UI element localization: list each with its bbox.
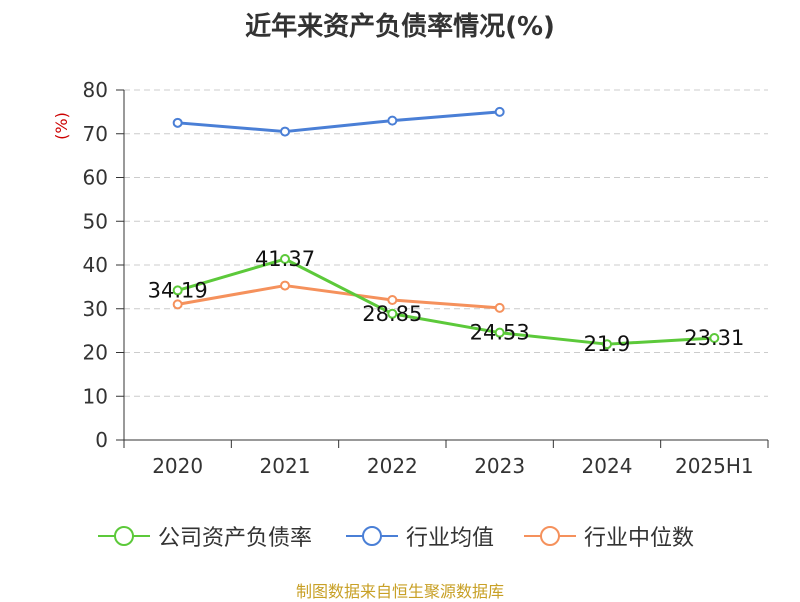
data-label: 23.31 xyxy=(684,326,744,350)
source-note: 制图数据来自恒生聚源数据库 xyxy=(295,582,504,601)
y-tick-label: 40 xyxy=(83,253,108,277)
series-line xyxy=(177,110,500,134)
data-label: 28.85 xyxy=(362,302,422,326)
data-point xyxy=(280,280,290,291)
data-point xyxy=(172,285,183,296)
legend-item[interactable]: 公司资产负债率 xyxy=(98,521,312,551)
y-axis-label: (%) xyxy=(52,112,71,140)
legend-swatch xyxy=(524,526,576,546)
data-point xyxy=(494,106,505,117)
data-label: 41.37 xyxy=(255,247,315,271)
data-point xyxy=(602,339,612,350)
legend-swatch xyxy=(346,526,398,546)
data-point xyxy=(280,126,290,137)
x-tick-label: 2025H1 xyxy=(675,454,754,478)
y-tick-label: 20 xyxy=(83,341,108,365)
data-point xyxy=(280,254,290,265)
chart-title: 近年来资产负债率情况(%) xyxy=(245,12,555,42)
series-line xyxy=(177,284,500,310)
y-tick-label: 30 xyxy=(83,297,108,321)
y-tick-label: 70 xyxy=(83,122,108,146)
data-point xyxy=(709,333,720,344)
data-point xyxy=(387,308,398,319)
data-point xyxy=(172,117,183,128)
y-tick-label: 80 xyxy=(83,78,108,102)
legend-label: 行业均值 xyxy=(406,526,495,551)
data-label: 34.19 xyxy=(148,278,208,302)
legend-item[interactable]: 行业均值 xyxy=(346,521,494,551)
y-tick-label: 10 xyxy=(83,384,108,408)
legend-label: 行业中位数 xyxy=(584,526,695,551)
x-tick-label: 2022 xyxy=(367,454,418,478)
legend-item[interactable]: 行业中位数 xyxy=(524,521,694,551)
data-point xyxy=(494,302,505,313)
data-point xyxy=(387,115,398,126)
legend: 公司资产负债率 行业均值 行业中位数 xyxy=(0,521,800,551)
x-tick-label: 2024 xyxy=(582,454,633,478)
y-tick-label: 0 xyxy=(95,428,108,452)
data-label: 24.53 xyxy=(470,321,530,345)
legend-label: 公司资产负债率 xyxy=(158,526,313,551)
data-point xyxy=(494,327,505,338)
x-tick-label: 2021 xyxy=(260,454,311,478)
y-tick-label: 60 xyxy=(83,166,108,190)
x-tick-label: 2020 xyxy=(152,454,203,478)
x-tick-label: 2023 xyxy=(474,454,525,478)
data-point xyxy=(387,295,398,305)
data-point xyxy=(172,299,183,310)
data-label: 21.9 xyxy=(584,332,631,356)
y-tick-label: 50 xyxy=(83,209,108,233)
series-line xyxy=(177,257,715,346)
legend-swatch xyxy=(98,526,150,546)
